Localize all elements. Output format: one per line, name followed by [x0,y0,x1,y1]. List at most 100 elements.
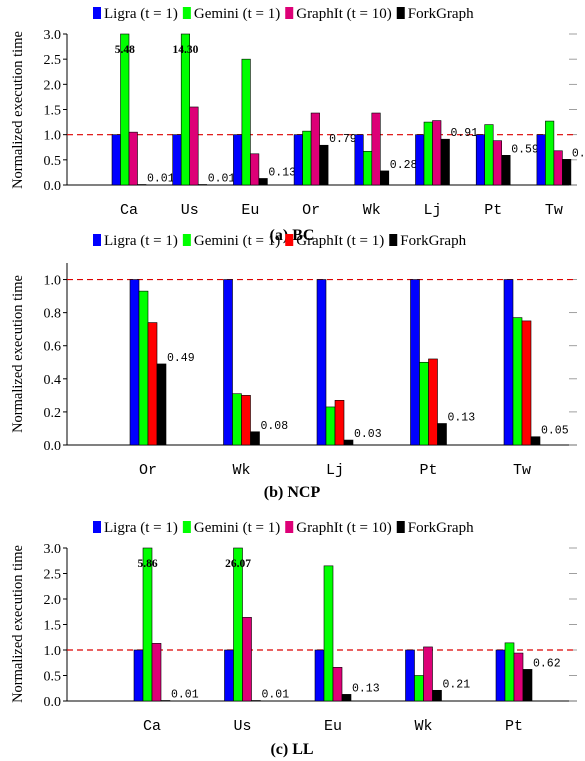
x-tick-label: Eu [241,202,259,219]
y-tick-label: 2.5 [44,568,62,583]
bar-value-label: 0.13 [268,166,296,179]
bar-forkgraph [501,155,511,186]
bar-gemini [414,675,424,702]
y-tick-label: 0.0 [44,439,62,454]
x-tick-label: Wk [232,462,250,479]
bar-gemini [545,120,555,186]
legend: Ligra (t = 1) Gemini (t = 1) GraphIt (t = … [93,6,474,22]
bar-ligra [293,134,303,186]
bar-ligra [129,279,140,446]
legend-label: GraphIt (t = 1) [296,233,384,249]
bar-gemini [504,642,515,702]
legend-label: Gemini (t = 1) [194,520,280,536]
y-tick-label: 1.5 [44,104,62,119]
bar-value-label: 0.49 [167,352,195,365]
legend: Ligra (t = 1) Gemini (t = 1) GraphIt (t = … [93,233,467,249]
bar-gemini [323,565,334,702]
y-tick-label: 0.0 [44,179,62,194]
legend-swatch [93,7,101,19]
x-tick-label: Pt [484,202,502,219]
x-tick-label: Us [181,202,199,219]
y-tick-label: 3.0 [44,542,62,557]
legend-label: ForkGraph [408,520,474,536]
bar-value-label: 0.01 [208,172,236,185]
bar-ligra [111,134,121,186]
y-axis-label: Normalized execution time [10,275,26,433]
legend-swatch [396,7,405,19]
x-tick-label: Eu [324,718,342,735]
y-axis-label: Normalized execution time [10,31,26,189]
bar-value-label: 0.62 [533,657,561,670]
overflow-value-label: 5.86 [137,558,157,570]
y-tick-label: 0.5 [44,670,62,685]
y-tick-label: 0.2 [44,406,62,421]
bar-ligra [410,279,420,446]
legend-label: GraphIt (t = 10) [296,520,392,536]
x-tick-label: Or [302,202,320,219]
bar-value-label: 0.08 [261,420,289,433]
bar-forkgraph [562,159,572,186]
bar-graphit [423,646,433,702]
bar-gemini [142,547,153,702]
legend-label: Ligra (t = 1) [104,233,178,249]
bar-graphit [332,667,343,702]
bar-value-label: 0.28 [390,159,418,172]
bar-gemini [233,547,243,702]
bar-forkgraph [379,170,390,186]
bar-forkgraph [432,689,442,702]
bar-forkgraph [156,363,167,446]
bar-graphit [513,652,524,702]
x-tick-label: Ca [120,202,138,219]
x-tick-label: Ca [143,718,161,735]
bar-forkgraph [440,138,450,186]
y-tick-label: 2.0 [44,593,62,608]
y-tick-label: 0.8 [44,307,62,322]
bar-graphit [189,106,199,186]
legend-swatch [182,234,191,246]
bar-forkgraph [437,423,447,446]
bar-value-label: 0.01 [262,688,290,701]
bar-gemini [302,130,312,186]
legend-swatch [285,521,294,533]
legend-swatch [389,234,398,246]
panel-caption: (c) LL [270,741,313,758]
y-tick-label: 2.5 [44,53,62,68]
bar-graphit [371,112,381,186]
overflow-value-label: 5.48 [115,44,135,56]
bar-forkgraph [258,178,268,186]
y-tick-label: 2.0 [44,78,62,93]
bar-graphit [250,153,260,186]
bar-value-label: 0.91 [451,127,479,140]
bar-value-label: 0.13 [352,682,380,695]
bar-ligra [316,279,327,446]
legend-swatch [285,7,294,19]
bar-ligra [475,134,486,186]
bar-value-label: 0.05 [541,425,569,438]
legend-label: ForkGraph [400,233,466,249]
bar-value-label: 0.03 [354,428,382,441]
bar-graphit [521,320,532,446]
legend: Ligra (t = 1) Gemini (t = 1) GraphIt (t = … [93,520,474,536]
bar-forkgraph [137,184,147,186]
bar-ligra [224,649,234,702]
legend-swatch [93,521,101,533]
bar-graphit [553,150,563,186]
panel-ncp: Ligra (t = 1) Gemini (t = 1) GraphIt (t = … [10,233,577,501]
legend-label: GraphIt (t = 10) [296,6,392,22]
bar-gemini [419,361,429,446]
y-tick-label: 1.0 [44,644,62,659]
bar-forkgraph [522,669,533,702]
bar-gemini [241,58,251,186]
y-tick-label: 3.0 [44,28,62,43]
bar-ligra [354,134,364,186]
legend-label: Ligra (t = 1) [104,6,178,22]
bar-ligra [503,279,514,446]
bar-gemini [232,393,242,446]
bar-gemini [138,290,149,446]
bar-forkgraph [319,144,329,186]
x-tick-label: Tw [545,202,563,219]
bar-gemini [423,121,433,186]
bar-ligra [415,134,425,186]
x-tick-label: Or [139,462,157,479]
bar-value-label: 0.51 [572,147,585,160]
